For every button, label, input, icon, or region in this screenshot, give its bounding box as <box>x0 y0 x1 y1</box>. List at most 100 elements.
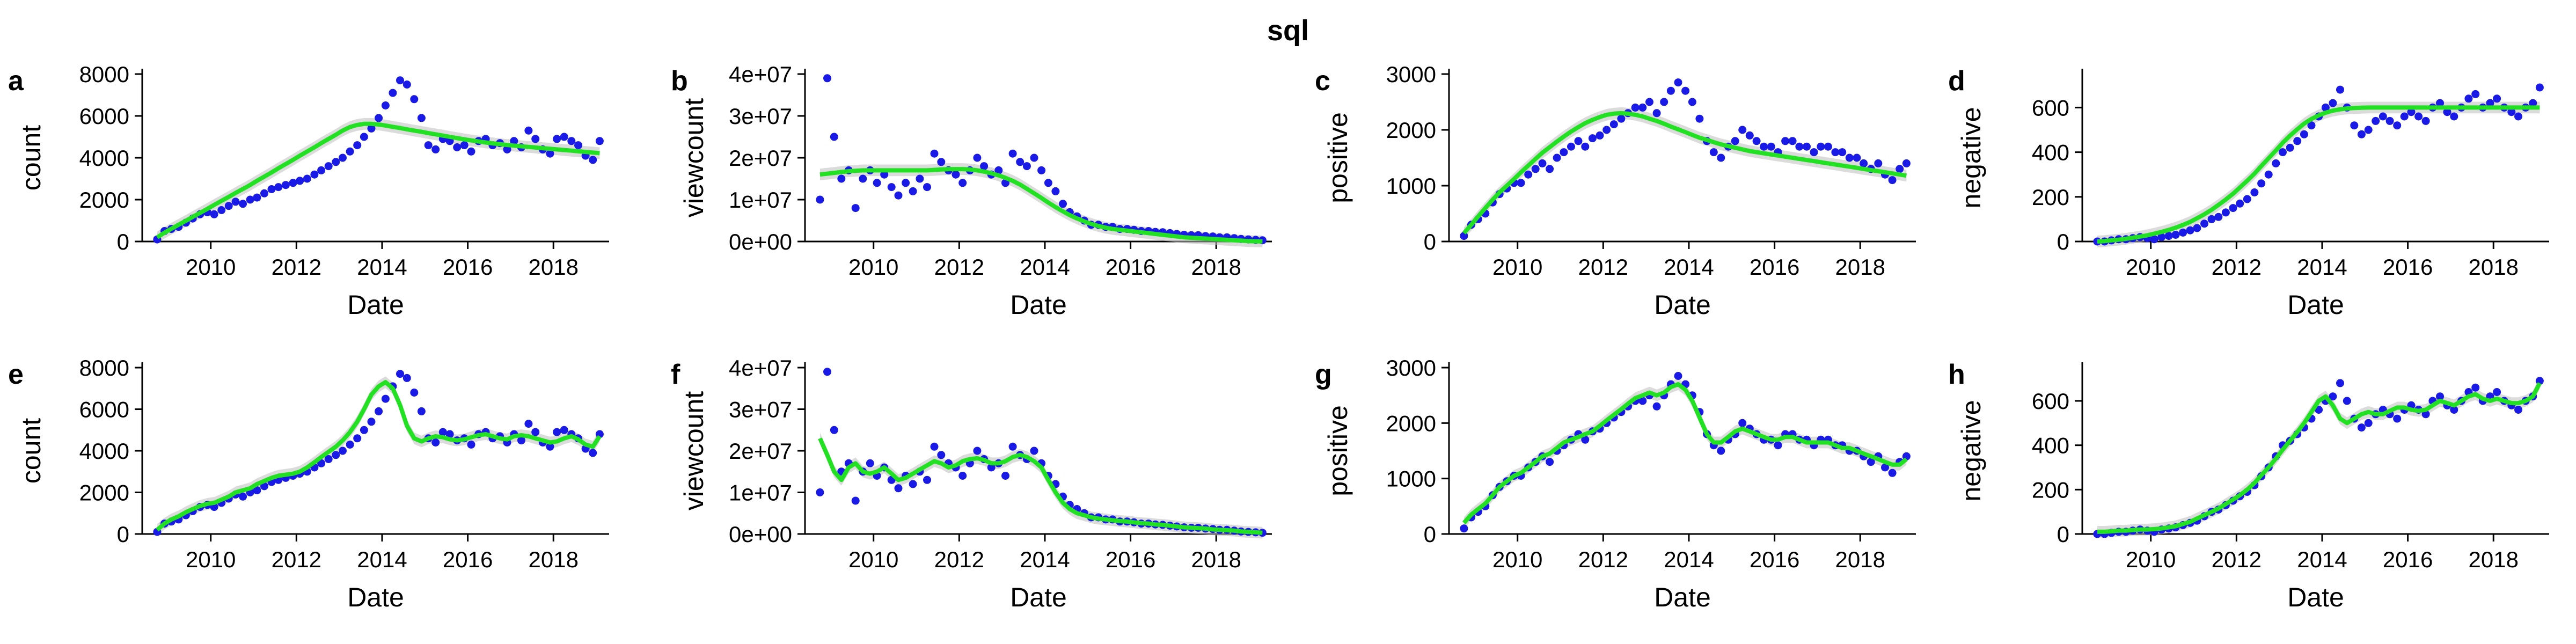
data-point <box>531 428 540 436</box>
y-tick-label: 0 <box>2057 522 2069 547</box>
data-point <box>1016 158 1024 166</box>
x-tick-label: 2016 <box>443 547 493 572</box>
data-point <box>1902 159 1911 167</box>
data-point <box>2514 406 2522 414</box>
x-tick-label: 2010 <box>186 547 236 572</box>
data-point <box>324 455 333 463</box>
data-point <box>389 89 397 97</box>
data-point <box>1681 86 1690 95</box>
y-tick-label: 400 <box>2032 140 2069 165</box>
panel-a: a 0 2000 4000 6000 8000 2010 2012 2014 2016 2018 Da… <box>8 62 609 320</box>
x-tick-label: 2010 <box>186 254 236 280</box>
data-point <box>467 147 475 156</box>
data-point <box>375 407 383 415</box>
data-point <box>2307 121 2316 130</box>
y-tick-label: 0e+00 <box>729 522 792 547</box>
data-point <box>317 459 326 467</box>
data-point <box>2186 226 2194 235</box>
smooth-line <box>1462 111 1907 235</box>
data-point <box>1030 153 1038 162</box>
data-point <box>445 430 454 438</box>
data-point <box>2372 116 2380 125</box>
y-tick-label: 3e+07 <box>729 397 792 422</box>
data-point <box>281 181 290 189</box>
data-point <box>1037 166 1046 174</box>
y-tick-label: 0 <box>117 229 129 254</box>
data-point <box>2436 392 2444 401</box>
x-tick-label: 2018 <box>529 547 579 572</box>
data-point <box>851 496 860 505</box>
x-tick-label: 2016 <box>2383 254 2433 280</box>
data-point <box>246 195 254 204</box>
data-point <box>2535 83 2544 92</box>
data-point <box>503 145 511 153</box>
data-point <box>1666 86 1675 95</box>
smooth-line <box>819 167 1263 244</box>
data-point <box>973 447 982 455</box>
data-point <box>930 149 939 158</box>
y-tick-label: 400 <box>2032 433 2069 458</box>
x-tick-label: 2018 <box>1835 547 1885 572</box>
data-point <box>2286 143 2294 152</box>
x-tick-label: 2012 <box>934 547 984 572</box>
y-tick-label: 0 <box>2057 229 2069 254</box>
confidence-band <box>819 432 1263 539</box>
panel-letter: g <box>1315 359 1332 390</box>
data-point <box>317 166 326 174</box>
data-point <box>510 137 518 145</box>
data-point <box>823 74 831 83</box>
data-point <box>1581 142 1590 151</box>
data-point <box>1738 126 1747 134</box>
smooth-line <box>156 121 600 239</box>
data-point <box>923 183 931 192</box>
data-point <box>289 179 297 187</box>
data-point <box>1008 442 1017 451</box>
data-point <box>1860 159 1868 167</box>
y-tick-label: 8000 <box>79 62 129 87</box>
y-tick-label: 8000 <box>79 355 129 380</box>
data-point <box>1881 463 1889 472</box>
data-point <box>210 210 218 218</box>
panel-letter: f <box>671 359 680 390</box>
data-point <box>2264 170 2273 179</box>
data-point <box>1831 148 1840 157</box>
panel-letter: c <box>1315 65 1330 97</box>
y-axis-label: positive <box>1323 112 1353 203</box>
data-point <box>346 440 354 449</box>
data-point <box>267 185 276 193</box>
data-point <box>1853 153 1861 162</box>
data-point <box>873 179 881 187</box>
panel-h: h 0 200 400 600 2010 2012 2014 2016 2018 Date negat… <box>1948 359 2549 612</box>
data-point <box>402 374 411 382</box>
smooth-line <box>156 380 602 532</box>
data-point <box>2293 137 2302 145</box>
data-point <box>909 187 917 195</box>
x-tick-label: 2014 <box>2297 254 2347 280</box>
data-point <box>1524 170 1533 179</box>
panel-f: f 0e+00 1e+07 2e+07 3e+07 4e+07 2010 2012 2014 20… <box>671 355 1272 612</box>
data-point <box>431 438 440 447</box>
x-tick-label: 2012 <box>1578 547 1628 572</box>
data-point <box>339 447 347 455</box>
data-point <box>916 174 924 183</box>
data-point <box>1059 200 1067 208</box>
x-tick-label: 2010 <box>2126 547 2176 572</box>
data-point <box>816 195 824 204</box>
data-point <box>1030 447 1038 455</box>
x-tick-label: 2012 <box>2212 547 2262 572</box>
data-point <box>1874 159 1883 167</box>
data-point <box>367 124 376 133</box>
data-point <box>1717 153 1725 162</box>
data-point <box>1760 142 1768 151</box>
data-point <box>2150 235 2158 244</box>
x-tick-label: 2018 <box>2469 547 2519 572</box>
data-point <box>2329 99 2337 107</box>
x-axis-label: Date <box>1010 582 1067 612</box>
data-point <box>560 133 568 141</box>
data-point <box>410 95 419 104</box>
data-point <box>2385 116 2394 125</box>
data-point <box>2300 130 2308 138</box>
data-point <box>2407 108 2416 116</box>
data-point <box>402 80 411 89</box>
data-point <box>589 449 597 457</box>
